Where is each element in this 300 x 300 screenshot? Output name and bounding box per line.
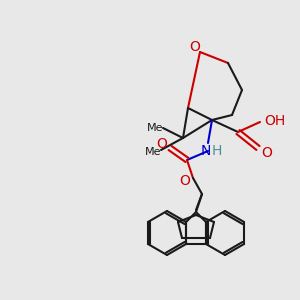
Text: Me: Me [145,147,161,157]
Text: N: N [201,144,211,158]
Text: O: O [180,174,190,188]
Text: O: O [261,146,272,160]
Text: O: O [190,40,200,54]
Text: Me: Me [147,123,163,133]
Text: OH: OH [264,114,285,128]
Text: O: O [157,137,167,151]
Text: H: H [212,144,222,158]
